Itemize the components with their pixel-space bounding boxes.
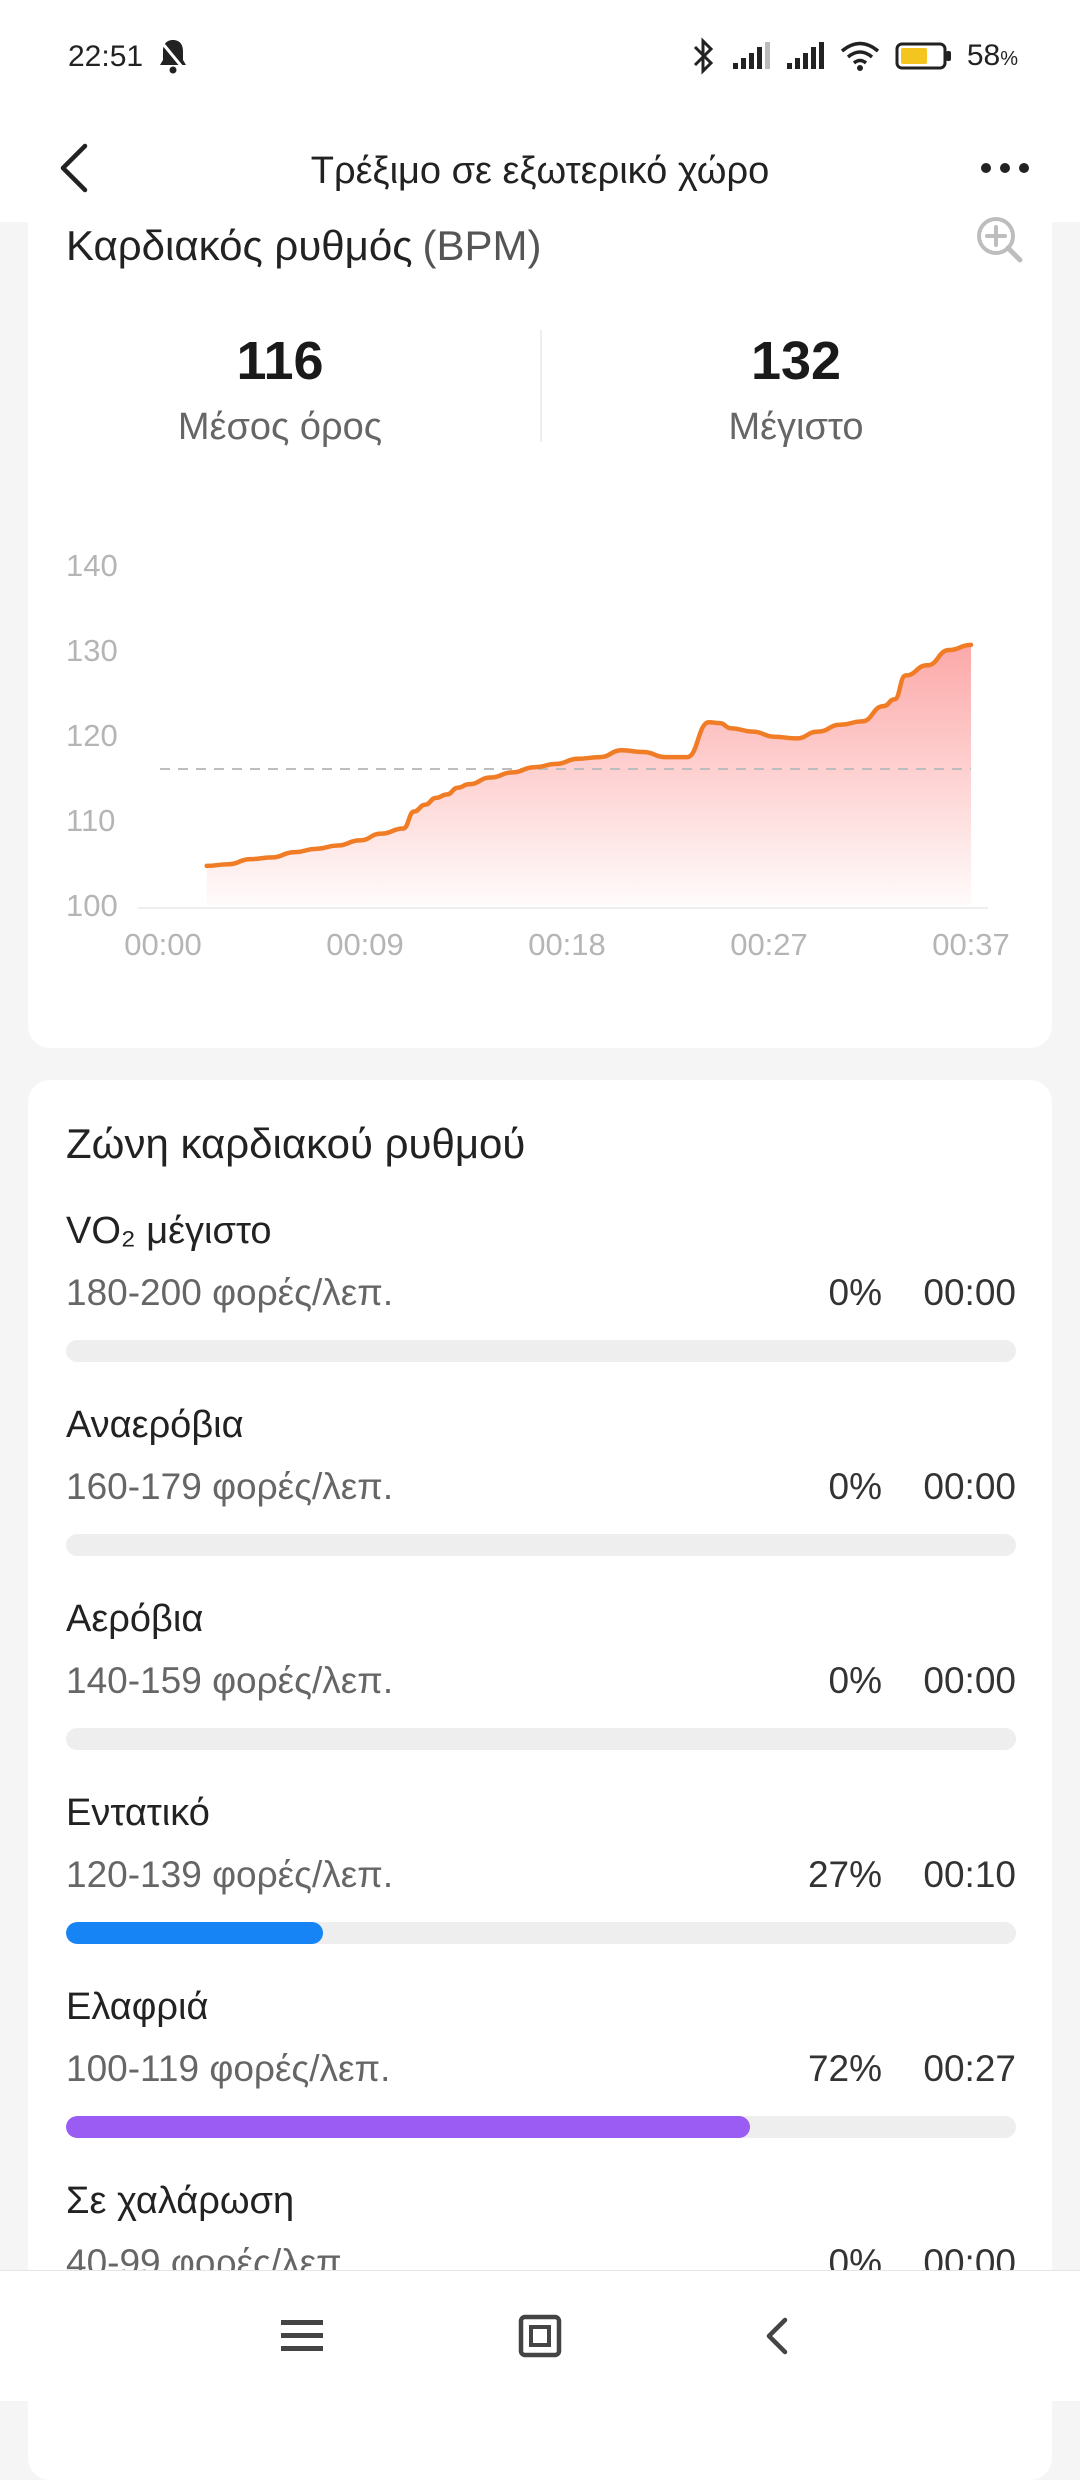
zone-row: Εντατικό 120-139 φορές/λεπ. 27% 00:10 — [66, 1792, 1016, 1982]
average-stat: 116 Μέσος όρος — [50, 330, 510, 449]
zone-progress-bar — [66, 1534, 1016, 1556]
y-tick-label: 130 — [66, 633, 118, 668]
zone-range: 140-159 φορές/λεπ. — [66, 1660, 394, 1701]
average-label: Μέσος όρος — [177, 406, 383, 448]
more-dots-icon — [981, 163, 1029, 173]
more-options-button[interactable] — [970, 138, 1040, 198]
zone-range: 120-139 φορές/λεπ. — [66, 1854, 394, 1895]
zone-name: Εντατικό — [66, 1792, 210, 1834]
signal-icon — [786, 42, 824, 69]
zone-progress-fill — [66, 1922, 323, 1944]
average-value: 116 — [236, 331, 324, 391]
back-triangle-icon — [766, 2317, 788, 2355]
recents-button[interactable] — [262, 2301, 342, 2371]
heart-rate-area — [206, 644, 971, 905]
page-title: Τρέξιμο σε εξωτερικό χώρο — [310, 150, 770, 192]
zoom-in-icon[interactable] — [972, 214, 1026, 268]
zone-percent: 0% — [828, 1272, 882, 1313]
zone-percent: 0% — [828, 1466, 882, 1507]
battery-icon — [895, 42, 951, 70]
zone-row: Αερόβια 140-159 φορές/λεπ. 0% 00:00 — [66, 1598, 1016, 1788]
zone-name: Σε χαλάρωση — [66, 2180, 295, 2222]
zone-range: 100-119 φορές/λεπ. — [66, 2048, 391, 2089]
system-back-button[interactable] — [736, 2301, 816, 2371]
zone-name: VO₂ μέγιστο — [66, 1210, 272, 1252]
chevron-left-icon — [60, 143, 88, 193]
heart-rate-line — [204, 642, 974, 869]
bluetooth-icon — [693, 37, 713, 75]
zone-name: Ελαφριά — [66, 1986, 209, 2028]
heart-rate-chart: 140 130 120 110 100 00:00 00:09 00:18 00:27 00:3… — [66, 548, 1010, 962]
status-bar: 22:51 — [0, 0, 1080, 120]
zone-name: Αναερόβια — [66, 1404, 244, 1446]
heart-rate-card: Καρδιακός ρυθμός (BPM) 116 Μέσος όρος 132… — [28, 200, 1052, 1048]
zone-card-title: Ζώνη καρδιακού ρυθμού — [66, 1120, 526, 1167]
zone-progress-bar — [66, 1728, 1016, 1750]
heart-rate-title: Καρδιακός ρυθμός (BPM) — [66, 222, 542, 269]
y-tick-label: 120 — [66, 718, 118, 753]
battery-level: 58% — [966, 39, 1018, 72]
zone-duration: 00:00 — [923, 1660, 1016, 1701]
y-tick-label: 140 — [66, 548, 118, 583]
zone-range: 180-200 φορές/λεπ. — [66, 1272, 394, 1313]
zone-duration: 00:27 — [923, 2048, 1016, 2089]
x-tick-label: 00:18 — [528, 927, 606, 962]
signal-icon — [732, 42, 770, 69]
x-tick-label: 00:00 — [124, 927, 202, 962]
bell-muted-icon — [157, 38, 189, 74]
menu-icon — [281, 2320, 323, 2351]
zone-progress-fill — [66, 2116, 750, 2138]
x-tick-label: 00:37 — [932, 927, 1010, 962]
zone-row: VO₂ μέγιστο 180-200 φορές/λεπ. 0% 00:00 — [66, 1210, 1016, 1400]
zone-duration: 00:10 — [923, 1854, 1016, 1895]
home-square-icon — [518, 2314, 562, 2358]
heart-rate-unit: (BPM) — [422, 222, 542, 269]
y-tick-label: 100 — [66, 888, 118, 923]
maximum-stat: 132 Μέγιστο — [566, 330, 1026, 449]
zone-range: 160-179 φορές/λεπ. — [66, 1466, 394, 1507]
zone-progress-bar — [66, 1922, 1016, 1944]
zone-row: Ελαφριά 100-119 φορές/λεπ. 72% 00:27 — [66, 1986, 1016, 2176]
zone-progress-bar — [66, 2116, 1016, 2138]
status-time: 22:51 — [68, 40, 144, 73]
zone-duration: 00:00 — [923, 1466, 1016, 1507]
zone-percent: 27% — [807, 1854, 882, 1895]
home-button[interactable] — [500, 2301, 580, 2371]
zone-progress-bar — [66, 1340, 1016, 1362]
wifi-icon — [840, 41, 879, 71]
maximum-label: Μέγιστο — [728, 406, 864, 448]
zone-duration: 00:00 — [923, 1272, 1016, 1313]
zone-name: Αερόβια — [66, 1598, 204, 1640]
zone-row: Αναερόβια 160-179 φορές/λεπ. 0% 00:00 — [66, 1404, 1016, 1594]
y-tick-label: 110 — [66, 803, 115, 838]
system-nav-bar — [0, 2270, 1080, 2401]
back-button[interactable] — [40, 128, 110, 208]
zone-percent: 0% — [828, 1660, 882, 1701]
zone-percent: 72% — [807, 2048, 882, 2089]
x-tick-label: 00:27 — [730, 927, 808, 962]
x-tick-label: 00:09 — [326, 927, 404, 962]
stat-divider — [540, 330, 542, 442]
maximum-value: 132 — [750, 331, 842, 391]
